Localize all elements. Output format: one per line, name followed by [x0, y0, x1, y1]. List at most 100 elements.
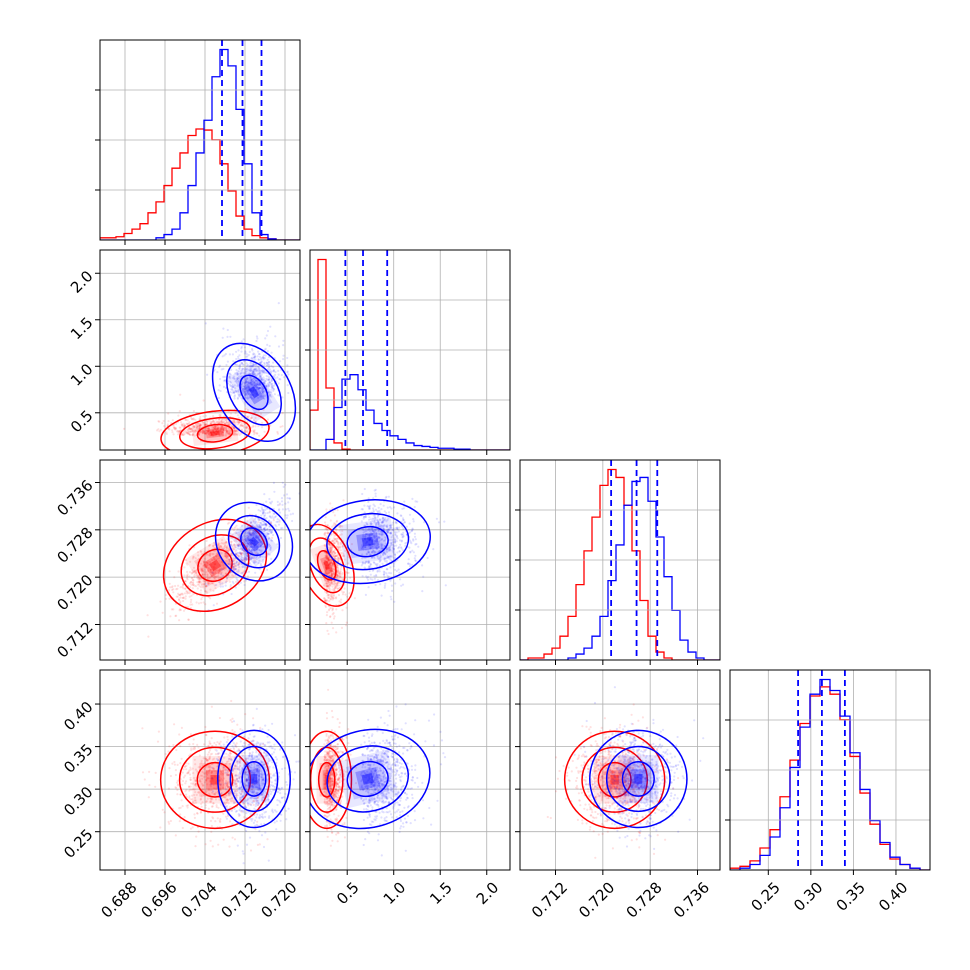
scatter-point — [233, 432, 236, 435]
scatter-point — [239, 557, 242, 560]
scatter-point — [193, 429, 196, 432]
scatter-point — [227, 562, 230, 566]
scatter-point — [205, 733, 208, 737]
scatter-point — [237, 544, 240, 547]
scatter-point — [252, 520, 255, 523]
scatter-point — [265, 361, 268, 364]
scatter-point — [268, 376, 271, 379]
scatter-point — [258, 525, 261, 529]
scatter-point — [271, 382, 274, 385]
scatter-point — [214, 575, 217, 578]
scatter-point — [334, 585, 337, 589]
density-red — [191, 420, 239, 447]
scatter-point — [412, 520, 415, 523]
scatter-point — [226, 432, 229, 435]
scatter-point — [216, 371, 219, 374]
scatter-point — [220, 427, 223, 430]
scatter-point — [211, 553, 214, 556]
scatter-point — [186, 570, 189, 574]
scatter-point — [330, 561, 333, 564]
scatter-point — [158, 420, 161, 423]
scatter-point — [213, 543, 216, 546]
scatter-point — [265, 517, 268, 520]
scatter-point — [327, 632, 330, 636]
scatter-point — [332, 542, 336, 545]
scatter-point — [241, 388, 244, 391]
scatter-point — [225, 546, 228, 549]
scatter-point — [181, 771, 184, 774]
scatter-point — [221, 421, 224, 425]
scatter-point — [222, 367, 225, 370]
scatter-point — [194, 423, 198, 426]
scatter-point — [203, 583, 206, 586]
scatter-point — [161, 422, 164, 425]
scatter-point — [257, 350, 260, 353]
scatter-point — [220, 552, 223, 555]
scatter-point — [271, 387, 274, 390]
panel-3-0: 0.6880.6960.7040.7120.7200.250.300.350.4… — [60, 669, 301, 922]
scatter-point — [216, 817, 219, 820]
scatter-point — [262, 545, 265, 548]
scatter-point — [231, 384, 234, 387]
scatter-point — [253, 529, 256, 532]
scatter-point — [375, 573, 378, 577]
scatter-point — [183, 424, 186, 427]
scatter-point — [248, 531, 251, 534]
scatter-point — [336, 564, 339, 567]
scatter-point — [258, 382, 261, 385]
scatter-point — [270, 384, 273, 387]
ticks — [515, 509, 699, 665]
scatter-point — [243, 521, 246, 524]
scatter-point — [329, 567, 332, 570]
scatter-point — [214, 427, 217, 430]
scatter-point — [332, 594, 336, 597]
scatter-point — [212, 419, 215, 423]
scatter-point — [218, 364, 222, 367]
scatter-point — [227, 429, 230, 432]
scatter-point — [215, 421, 218, 424]
scatter-point — [260, 373, 263, 376]
scatter-point — [218, 431, 221, 434]
scatter-point — [211, 429, 215, 432]
scatter-point — [242, 571, 245, 574]
scatter-point — [254, 546, 257, 549]
scatter-point — [341, 593, 345, 596]
scatter-point — [328, 608, 331, 611]
scatter-point — [225, 428, 228, 431]
scatter-point — [191, 582, 194, 585]
scatter-point — [255, 374, 258, 377]
scatter-point — [156, 429, 159, 432]
scatter-point — [191, 433, 194, 437]
scatter-point — [262, 356, 265, 359]
scatter-point — [252, 390, 255, 394]
scatter-point — [408, 565, 412, 568]
scatter-point — [236, 390, 239, 393]
scatter-point — [168, 767, 171, 770]
scatter-point — [217, 429, 221, 432]
scatter-point — [196, 428, 200, 431]
scatter-point — [251, 533, 254, 536]
scatter-point — [209, 819, 213, 823]
scatter-point — [244, 407, 247, 411]
scatter-point — [190, 594, 193, 597]
scatter-point — [240, 340, 243, 343]
scatter-point — [244, 546, 248, 549]
scatter-point — [236, 544, 239, 547]
scatter-point — [348, 592, 351, 595]
scatter-point — [349, 576, 352, 579]
scatter-point — [339, 561, 342, 564]
scatter-point — [240, 382, 243, 386]
scatter-point — [282, 358, 285, 361]
scatter-point — [219, 429, 222, 432]
scatter-point — [331, 551, 334, 555]
scatter-point — [258, 559, 261, 562]
scatter-point — [372, 503, 375, 506]
scatter-point — [369, 518, 372, 521]
scatter-point — [251, 539, 254, 543]
scatter-point — [268, 381, 271, 384]
scatter-point — [327, 596, 330, 599]
scatter-point — [275, 525, 278, 528]
scatter-point — [208, 543, 211, 546]
scatter-point — [277, 373, 280, 376]
scatter-point — [198, 580, 201, 583]
